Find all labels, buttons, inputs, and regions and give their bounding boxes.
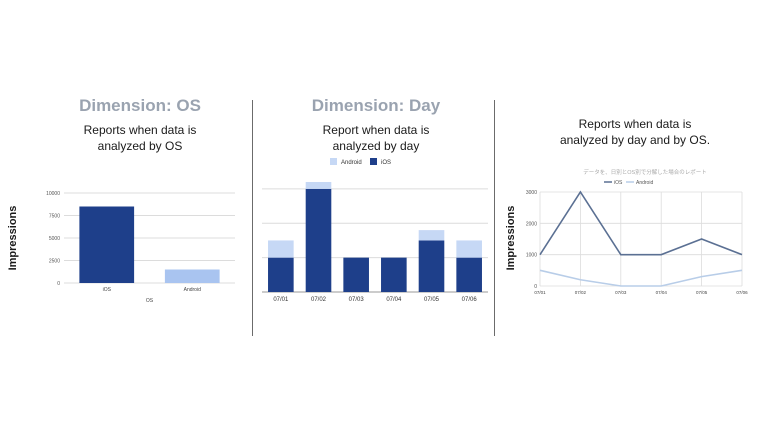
x-tick-label: 07/06 bbox=[736, 290, 748, 295]
legend-label-ios: iOS bbox=[614, 180, 623, 186]
legend-label-android: Android bbox=[636, 180, 653, 186]
x-tick-label: Android bbox=[184, 287, 201, 293]
panel-os-subtitle-line1: Reports when data is bbox=[83, 123, 197, 137]
bar-ios-07/05 bbox=[418, 240, 445, 292]
y-tick-label: 5000 bbox=[49, 236, 60, 242]
panel-os-subtitle: Reports when data is analyzed by OS bbox=[40, 122, 240, 154]
x-tick-label: 07/06 bbox=[462, 297, 478, 303]
x-tick-label: 07/01 bbox=[534, 290, 546, 295]
legend-label-android: Android bbox=[341, 160, 362, 166]
x-tick-label: 07/02 bbox=[311, 297, 327, 303]
y-tick-label: 0 bbox=[534, 284, 537, 290]
series-line-android bbox=[539, 269, 743, 287]
chart-day-os-line: データを、日別とOS別で分解した場合のレポート iOS Android 0 1000 20… bbox=[526, 168, 748, 295]
bar-ios-07/01 bbox=[268, 257, 294, 292]
y-tick-label: 2000 bbox=[526, 221, 537, 227]
panel-dayos-subtitle-line1: Reports when data is bbox=[578, 117, 692, 131]
bar-ios-07/04 bbox=[381, 257, 407, 292]
bar-android-07/06 bbox=[456, 240, 482, 258]
panel-os-subtitle-line2: analyzed by OS bbox=[97, 139, 183, 153]
y-tick-label: 1000 bbox=[526, 253, 537, 259]
x-tick-label: 07/05 bbox=[424, 297, 440, 303]
x-tick-label: 07/02 bbox=[575, 290, 587, 295]
y-axis-label-os: Impressions bbox=[7, 205, 19, 271]
x-tick-label: 07/03 bbox=[615, 290, 627, 295]
divider-left bbox=[252, 100, 253, 336]
bar-android bbox=[164, 269, 220, 283]
divider-right bbox=[494, 100, 495, 336]
y-tick-label: 2500 bbox=[49, 259, 60, 265]
bar-ios-07/02 bbox=[305, 188, 332, 292]
legend-swatch-android bbox=[330, 158, 337, 165]
panel-day-subtitle-line2: analyzed by day bbox=[332, 139, 420, 153]
x-tick-label: 07/05 bbox=[696, 290, 708, 295]
x-axis-title: OS bbox=[146, 298, 154, 304]
panel-day-heading: Dimension: Day bbox=[311, 96, 441, 115]
x-tick-label: 07/04 bbox=[386, 297, 402, 303]
panel-day-subtitle-line1: Report when data is bbox=[322, 123, 430, 137]
y-tick-label: 0 bbox=[57, 281, 60, 287]
x-tick-label: 07/03 bbox=[349, 297, 365, 303]
x-tick-label: iOS bbox=[103, 287, 112, 293]
legend-swatch-ios bbox=[370, 158, 377, 165]
bar-ios-07/06 bbox=[456, 257, 482, 292]
bar-ios-07/03 bbox=[343, 257, 369, 292]
y-tick-label: 3000 bbox=[526, 190, 537, 196]
y-tick-label: 10000 bbox=[46, 191, 60, 197]
series-line-ios bbox=[539, 190, 743, 256]
panel-os-heading: Dimension: OS bbox=[79, 96, 201, 115]
bar-ios bbox=[79, 206, 135, 283]
chart-os-bar: 0 2500 5000 7500 10000 iOS Android OS bbox=[46, 191, 235, 304]
legend-label-ios: iOS bbox=[381, 160, 391, 166]
panel-day-subtitle: Report when data is analyzed by day bbox=[276, 122, 476, 154]
x-tick-label: 07/04 bbox=[656, 290, 668, 295]
chart-title: データを、日別とOS別で分解した場合のレポート bbox=[583, 168, 706, 176]
panel-dayos-subtitle-line2: analyzed by day and by OS. bbox=[559, 133, 711, 147]
y-axis-label-dayos: Impressions bbox=[505, 205, 517, 271]
bar-android-07/01 bbox=[268, 240, 294, 258]
bar-android-07/02 bbox=[305, 182, 332, 189]
x-tick-label: 07/01 bbox=[273, 297, 289, 303]
bar-android-07/05 bbox=[418, 230, 445, 241]
y-tick-label: 7500 bbox=[49, 214, 60, 220]
chart-day-stacked-bar: Android iOS 07/01 07/02 07/03 07/04 07/05 07/06 bbox=[262, 158, 488, 303]
panel-dayos-subtitle: Reports when data is analyzed by day and… bbox=[520, 116, 750, 148]
